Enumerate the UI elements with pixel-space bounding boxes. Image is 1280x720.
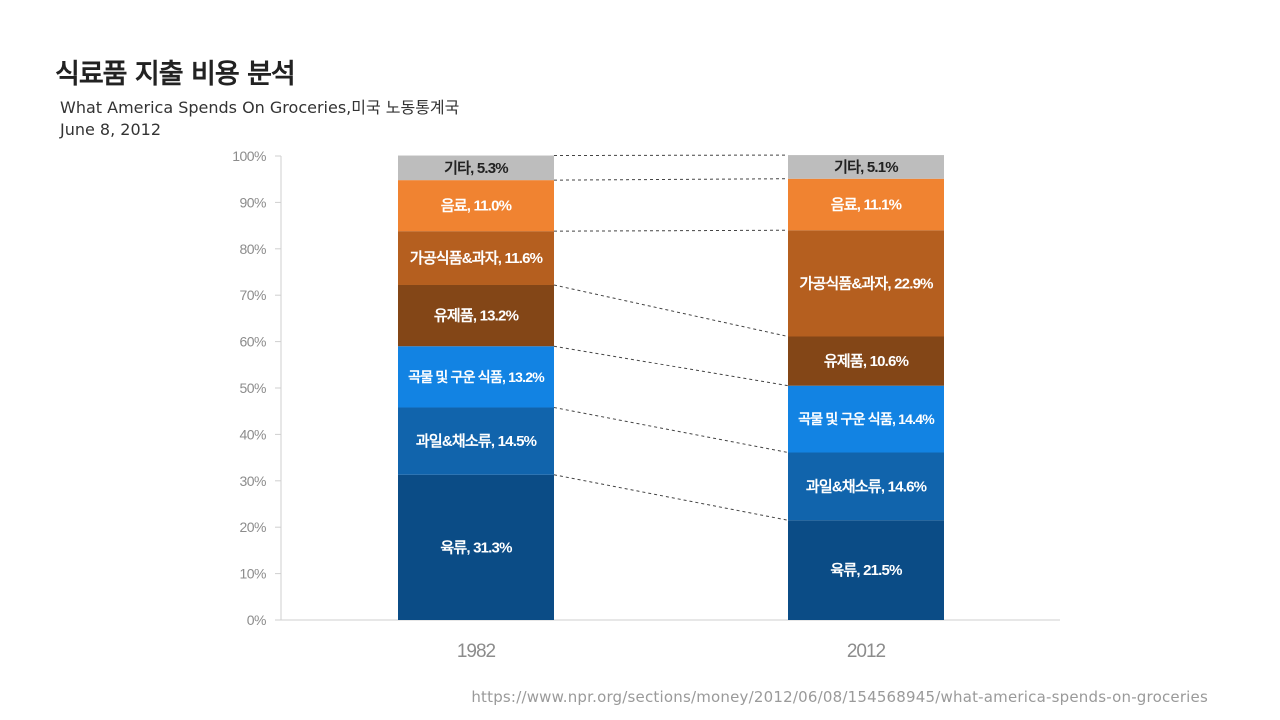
data-label: 가공식품&과자, 11.6% — [410, 250, 543, 267]
data-label: 기타, 5.3% — [444, 160, 508, 177]
connector-line — [553, 229, 789, 232]
bar-segment — [398, 474, 554, 620]
bar-segment — [398, 231, 554, 285]
y-tick-label: 40% — [239, 426, 266, 442]
data-label: 음료, 11.1% — [831, 196, 902, 213]
y-tick-label: 90% — [239, 194, 266, 210]
bar-segment — [398, 407, 554, 475]
data-label: 음료, 11.0% — [441, 198, 512, 215]
bar-segment — [398, 180, 554, 232]
data-label: 과일&채소류, 14.6% — [806, 478, 927, 495]
data-label: 곡물 및 구운 식품, 13.2% — [408, 369, 545, 385]
data-label: 곡물 및 구운 식품, 14.4% — [798, 411, 935, 427]
data-label: 육류, 21.5% — [830, 562, 902, 579]
y-tick-label: 0% — [247, 612, 266, 628]
data-label: 가공식품&과자, 22.9% — [799, 275, 933, 292]
source-url[interactable]: https://www.npr.org/sections/money/2012/… — [471, 688, 1208, 706]
data-label: 육류, 31.3% — [440, 539, 512, 556]
bar-segment — [788, 178, 944, 231]
y-tick-label: 50% — [239, 380, 266, 396]
bar-segment — [398, 155, 554, 181]
connector-line — [553, 178, 789, 181]
bar-segment — [398, 284, 554, 347]
y-tick-label: 10% — [239, 566, 266, 582]
connector-line — [553, 406, 789, 453]
bar-segment — [788, 452, 944, 521]
subtitle: What America Spends On Groceries,미국 노동통계… — [60, 97, 459, 141]
y-tick-label: 70% — [239, 287, 266, 303]
y-tick-label: 60% — [239, 334, 266, 350]
bar-segment — [788, 336, 944, 386]
y-tick-label: 80% — [239, 241, 266, 257]
bar-segment — [788, 230, 944, 337]
x-tick-label: 1982 — [457, 641, 496, 662]
y-tick-label: 20% — [239, 519, 266, 535]
y-tick-label: 100% — [232, 148, 266, 164]
page-title: 식료품 지출 비용 분석 — [55, 59, 296, 90]
data-label: 기타, 5.1% — [834, 159, 898, 176]
connector-line — [553, 345, 789, 387]
bar-segment — [788, 385, 944, 453]
subtitle-date: June 8, 2012 — [60, 120, 161, 139]
x-tick-label: 2012 — [847, 641, 886, 662]
y-tick-label: 30% — [239, 473, 266, 489]
data-label: 유제품, 10.6% — [824, 353, 909, 370]
bar-segment — [398, 346, 554, 408]
data-label: 유제품, 13.2% — [434, 308, 519, 325]
bar-segment — [788, 520, 944, 620]
bar-segment — [788, 155, 944, 179]
subtitle-source: What America Spends On Groceries,미국 노동통계… — [60, 98, 460, 117]
connector-line — [553, 284, 789, 337]
connector-line — [553, 474, 789, 521]
data-label: 과일&채소류, 14.5% — [416, 433, 537, 450]
